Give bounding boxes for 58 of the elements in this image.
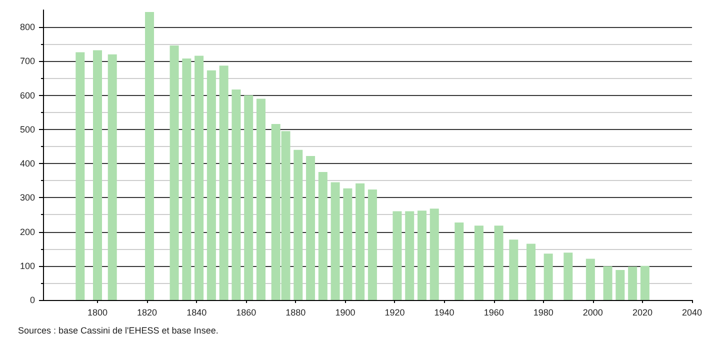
x-tick-label: 1840 bbox=[186, 308, 207, 318]
y-tick-label: 100 bbox=[20, 260, 35, 271]
bar bbox=[256, 98, 266, 300]
bar bbox=[544, 254, 553, 300]
bar bbox=[232, 89, 241, 300]
y-tick-label: 600 bbox=[20, 90, 35, 100]
bar bbox=[356, 183, 365, 300]
bar bbox=[526, 244, 536, 300]
bar bbox=[108, 54, 117, 300]
bar bbox=[564, 252, 573, 300]
bar bbox=[494, 226, 504, 300]
bar bbox=[306, 156, 316, 300]
x-tick-label: 1940 bbox=[434, 308, 454, 318]
bar bbox=[294, 150, 303, 300]
bar bbox=[454, 222, 464, 300]
y-tick-label: 700 bbox=[20, 56, 35, 66]
bar bbox=[76, 52, 85, 300]
bar bbox=[603, 266, 612, 300]
bar bbox=[509, 240, 518, 300]
bar bbox=[586, 258, 595, 300]
y-tick-label: 300 bbox=[20, 192, 35, 203]
source-note: Sources : base Cassini de l'EHESS et base Insee. bbox=[18, 326, 218, 336]
bar bbox=[430, 208, 439, 300]
bar bbox=[244, 95, 254, 300]
bar bbox=[318, 172, 328, 300]
y-tick-label: 800 bbox=[20, 22, 35, 32]
bar bbox=[330, 182, 340, 300]
x-tick-label: 2020 bbox=[632, 308, 652, 318]
y-tick-label: 0 bbox=[30, 295, 35, 305]
bar bbox=[640, 266, 650, 300]
bar bbox=[92, 50, 102, 300]
bar bbox=[392, 211, 402, 300]
x-tick-label: 1800 bbox=[87, 308, 108, 318]
bar bbox=[170, 45, 179, 300]
bar bbox=[206, 70, 216, 300]
bar bbox=[145, 12, 154, 300]
x-tick-label: 1980 bbox=[533, 308, 554, 318]
x-tick-label: 1920 bbox=[384, 308, 405, 318]
bar bbox=[616, 270, 625, 300]
x-tick-label: 2000 bbox=[582, 308, 603, 318]
x-tick-label: 1820 bbox=[137, 308, 158, 318]
x-tick-label: 1900 bbox=[335, 308, 356, 318]
x-tick-label: 1860 bbox=[236, 308, 256, 318]
bar bbox=[368, 189, 377, 300]
x-tick-label: 1960 bbox=[484, 308, 504, 318]
bar bbox=[628, 266, 638, 300]
y-tick-label: 200 bbox=[20, 226, 35, 237]
bar bbox=[343, 188, 352, 300]
bar bbox=[417, 210, 426, 300]
bar bbox=[405, 211, 414, 300]
bar bbox=[182, 58, 192, 300]
y-tick-label: 500 bbox=[20, 124, 35, 134]
bar bbox=[474, 226, 484, 300]
x-tick-label: 2040 bbox=[682, 308, 702, 318]
bar bbox=[194, 56, 204, 300]
bar bbox=[219, 66, 228, 300]
x-tick-label: 1880 bbox=[286, 308, 306, 318]
y-tick-label: 400 bbox=[20, 158, 35, 169]
